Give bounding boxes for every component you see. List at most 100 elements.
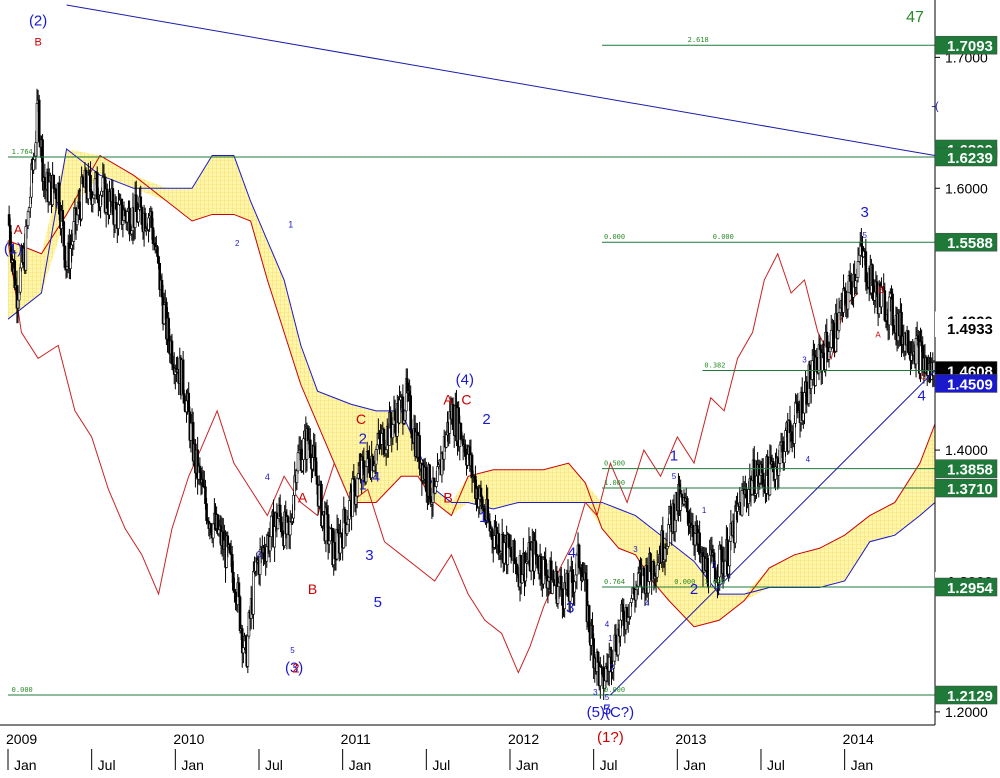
x-month-label: Jul — [600, 757, 618, 773]
wave-label: 2 — [235, 239, 240, 248]
price-tag: 1.2129 — [934, 685, 998, 705]
fib-ratio-label: 0.500 — [604, 460, 625, 468]
wave-label: 2 — [482, 411, 490, 428]
candle-body — [269, 515, 273, 537]
price-tag-box — [934, 685, 998, 705]
candle-body — [47, 181, 51, 203]
price-tag-box — [934, 478, 998, 498]
corner-number: 47 — [906, 9, 924, 26]
candle-body — [91, 197, 95, 205]
trend-lines — [66, 4, 936, 696]
price-candles — [7, 88, 936, 701]
wave-label: 2 — [610, 663, 615, 672]
wave-label: 5 — [862, 231, 867, 240]
wave-label: 5 — [605, 693, 610, 702]
fib-ratio-label: 2.618 — [688, 36, 709, 44]
candle-body — [117, 204, 120, 229]
price-tag-label: 1.6239 — [947, 150, 993, 167]
candle-body — [435, 481, 438, 487]
price-tag-box — [934, 459, 998, 478]
candle-body — [513, 540, 516, 561]
candle-body — [315, 475, 319, 485]
x-year-label: 2011 — [341, 731, 371, 747]
trend-line — [66, 4, 936, 157]
price-tag-box — [934, 232, 998, 252]
x-year-label: 2009 — [6, 731, 37, 747]
fib-ratio-label: 0.000 — [713, 233, 734, 241]
price-tag: 1.3710 — [934, 478, 998, 498]
candle-body — [37, 99, 41, 142]
wave-label: 5 — [603, 702, 611, 719]
wave-label: 2 — [292, 661, 299, 676]
senkou-span-a-line — [7, 154, 936, 628]
candle-body — [669, 505, 672, 515]
candle-body — [559, 575, 563, 590]
price-tag-label: 1.5588 — [947, 235, 993, 252]
wave-label: A — [443, 391, 453, 407]
x-month-label: Jan — [683, 757, 706, 773]
candle-body — [846, 291, 850, 310]
wave-label: (1) — [4, 241, 22, 258]
wave-label: (2) — [29, 12, 47, 29]
wave-label: A — [298, 489, 308, 505]
price-tag-label: 1.4933 — [947, 321, 993, 338]
candle-body — [52, 174, 56, 189]
fib-ratio-label: 0.764 — [604, 578, 625, 586]
price-tag: 1.4933 — [935, 318, 997, 338]
wave-label: (1?) — [597, 729, 624, 746]
x-month-label: Jul — [265, 757, 283, 773]
price-tag-box — [934, 577, 998, 597]
fib-ratio-label: 0.000 — [674, 578, 695, 586]
candle-body — [61, 210, 64, 222]
candle-body — [850, 281, 853, 295]
wave-label: 5 — [290, 646, 295, 655]
wave-label: 1 — [359, 476, 367, 492]
x-year-label: 2013 — [675, 731, 706, 747]
price-tag-box — [935, 318, 997, 337]
trend-line — [610, 370, 936, 696]
price-tag-label: 1.2129 — [947, 688, 993, 705]
price-tag-label: 1.3710 — [947, 481, 993, 498]
price-tag-label: 1.4509 — [947, 376, 993, 393]
x-month-label: Jan — [516, 757, 539, 773]
candle-body — [41, 139, 44, 182]
price-tag-label: 1.3858 — [947, 462, 993, 479]
candle-body — [302, 438, 305, 460]
price-tag: 1.6239 — [934, 147, 998, 167]
candle-body — [655, 564, 659, 578]
wave-label: 1 — [702, 506, 707, 515]
wave-label: 2 — [712, 561, 717, 570]
wave-label: 4 — [568, 544, 576, 561]
wave-label: 2 — [690, 581, 698, 598]
wave-label: (5)(C?) — [587, 704, 635, 721]
price-tag-label: 1.2954 — [947, 580, 994, 597]
candle-body — [686, 498, 689, 513]
wave-label: (3) — [285, 660, 303, 677]
x-month-label: Jan — [181, 757, 204, 773]
wave-label: 5 — [374, 594, 382, 611]
fib-ratio-label: 0.000 — [604, 233, 625, 241]
senkou-span-b-line — [7, 148, 936, 595]
wave-label: 3 — [861, 204, 869, 221]
x-month-label: Jan — [349, 757, 372, 773]
candle-body — [892, 325, 896, 332]
horizontal-levels — [8, 44, 935, 696]
candle-body — [126, 211, 129, 223]
wave-label: 1 — [479, 509, 487, 526]
price-tags: 1.70931.63001.62391.55881.49901.49331.46… — [934, 35, 998, 705]
y-tick-label: 1.4000 — [945, 442, 988, 458]
wave-label: 4 — [265, 472, 270, 482]
price-tag-box — [934, 147, 998, 167]
x-year-label: 2012 — [508, 731, 539, 747]
x-month-label: Jul — [98, 757, 116, 773]
wave-label: 1 — [288, 220, 293, 230]
candle-body — [343, 508, 347, 524]
x-month-label: Jan — [14, 757, 37, 773]
cloud-area — [8, 149, 935, 627]
price-tag: 1.2954 — [934, 577, 998, 597]
wave-label: (4) — [456, 372, 474, 389]
wave-label: 3 — [802, 355, 807, 364]
price-tag-label: 1.7093 — [947, 38, 993, 55]
